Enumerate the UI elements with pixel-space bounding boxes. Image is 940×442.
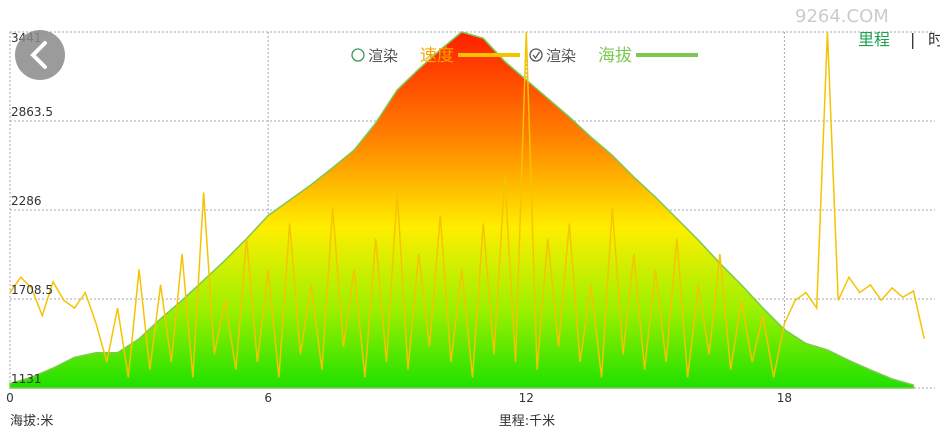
legend-label: 海拔 <box>598 46 632 66</box>
legend: 渲染 速度 渲染 海拔 <box>351 46 698 66</box>
y-tick-label: 2286 <box>11 194 42 208</box>
watermark: 9264.COM <box>795 6 889 27</box>
speed-line <box>9 31 925 378</box>
x-tick-label: 18 <box>777 391 792 405</box>
y-tick-label: 1131 <box>11 372 42 386</box>
tab-separator: | <box>910 30 915 49</box>
y-tick-label: 2863.5 <box>11 105 53 119</box>
check-mark <box>532 51 541 60</box>
render-toggle[interactable] <box>351 48 365 62</box>
legend-render-label: 渲染 <box>546 47 576 65</box>
y-tick-label: 1708.5 <box>11 283 53 297</box>
back-button[interactable] <box>15 30 65 80</box>
mode-tab[interactable]: 时 <box>928 30 940 49</box>
x-tick-label: 6 <box>264 391 272 405</box>
y-axis-title: 海拔:米 <box>10 414 53 429</box>
x-tick-label: 12 <box>519 391 534 405</box>
elevation-area <box>9 31 915 389</box>
back-icon <box>30 41 47 69</box>
x-axis-title: 里程:千米 <box>499 414 555 429</box>
x-tick-label: 0 <box>6 391 14 405</box>
mode-tab[interactable]: 里程 <box>858 30 890 49</box>
render-toggle[interactable] <box>529 48 543 62</box>
legend-render-label: 渲染 <box>368 47 398 65</box>
legend-label: 速度 <box>420 46 454 66</box>
